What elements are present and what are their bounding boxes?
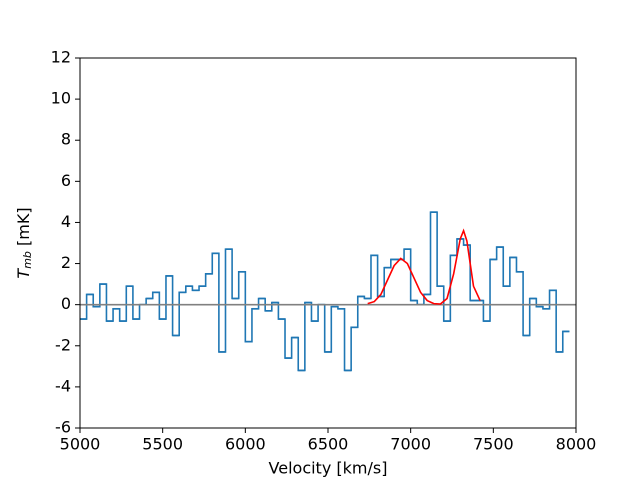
x-tick-label: 5000	[60, 435, 101, 454]
y-label-symbol: T	[14, 268, 33, 279]
y-tick-label: -6	[55, 418, 71, 437]
x-tick-label: 7500	[473, 435, 514, 454]
y-tick-label: 4	[61, 212, 71, 231]
x-axis-label: Velocity [km/s]	[269, 459, 388, 478]
y-tick-label: 10	[51, 89, 71, 108]
y-tick-label: 2	[61, 253, 71, 272]
y-tick-label: -2	[55, 335, 71, 354]
x-tick-label: 7000	[390, 435, 431, 454]
plot-frame	[79, 57, 577, 429]
x-tick-label: 5500	[142, 435, 183, 454]
y-label-subscript: mb	[21, 251, 34, 269]
y-tick-label: 12	[51, 48, 71, 67]
y-tick-label: -4	[55, 376, 71, 395]
x-tick-label: 8000	[556, 435, 597, 454]
y-tick-label: 6	[61, 171, 71, 190]
x-tick-label: 6500	[308, 435, 349, 454]
fit-line	[367, 228, 481, 305]
y-tick-label: 8	[61, 130, 71, 149]
y-tick-label: 0	[61, 294, 71, 313]
y-axis-label: Tmb [mK]	[14, 207, 35, 278]
x-tick-label: 6000	[225, 435, 266, 454]
y-label-unit: [mK]	[14, 207, 33, 246]
